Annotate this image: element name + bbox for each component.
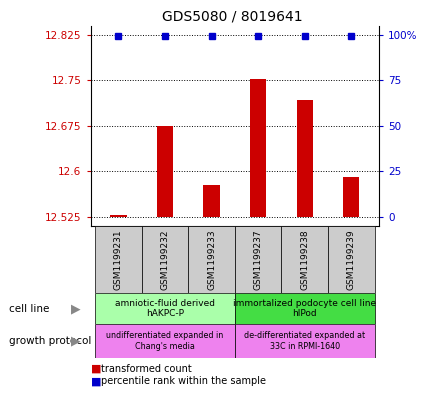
Text: GSM1199232: GSM1199232 (160, 229, 169, 290)
Text: ▶: ▶ (71, 334, 80, 347)
Bar (234, 324, 374, 358)
Text: de-differentiated expanded at
33C in RPMI-1640: de-differentiated expanded at 33C in RPM… (244, 331, 365, 351)
Bar (188, 226, 234, 293)
Bar (281, 226, 327, 293)
Text: growth protocol: growth protocol (9, 336, 91, 346)
Bar (296, 100, 312, 217)
Text: undifferentiated expanded in
Chang's media: undifferentiated expanded in Chang's med… (106, 331, 223, 351)
Bar (342, 177, 359, 217)
Bar (203, 185, 219, 217)
Text: GSM1199238: GSM1199238 (300, 229, 309, 290)
Text: ■: ■ (90, 364, 101, 374)
Text: ■: ■ (90, 376, 101, 386)
Bar (110, 215, 126, 217)
Text: ▶: ▶ (71, 302, 80, 315)
Bar (234, 226, 281, 293)
Bar (95, 293, 234, 324)
Text: GSM1199233: GSM1199233 (207, 229, 215, 290)
Text: percentile rank within the sample: percentile rank within the sample (101, 376, 266, 386)
Text: immortalized podocyte cell line
hIPod: immortalized podocyte cell line hIPod (233, 299, 375, 318)
Text: GDS5080 / 8019641: GDS5080 / 8019641 (162, 10, 302, 24)
Text: GSM1199239: GSM1199239 (346, 229, 355, 290)
Bar (327, 226, 374, 293)
Bar (249, 79, 266, 217)
Text: GSM1199231: GSM1199231 (114, 229, 123, 290)
Bar (95, 226, 141, 293)
Text: GSM1199237: GSM1199237 (253, 229, 262, 290)
Text: transformed count: transformed count (101, 364, 192, 374)
Text: amniotic-fluid derived
hAKPC-P: amniotic-fluid derived hAKPC-P (115, 299, 215, 318)
Bar (157, 126, 173, 217)
Bar (141, 226, 188, 293)
Text: cell line: cell line (9, 303, 49, 314)
Bar (234, 293, 374, 324)
Bar (95, 324, 234, 358)
